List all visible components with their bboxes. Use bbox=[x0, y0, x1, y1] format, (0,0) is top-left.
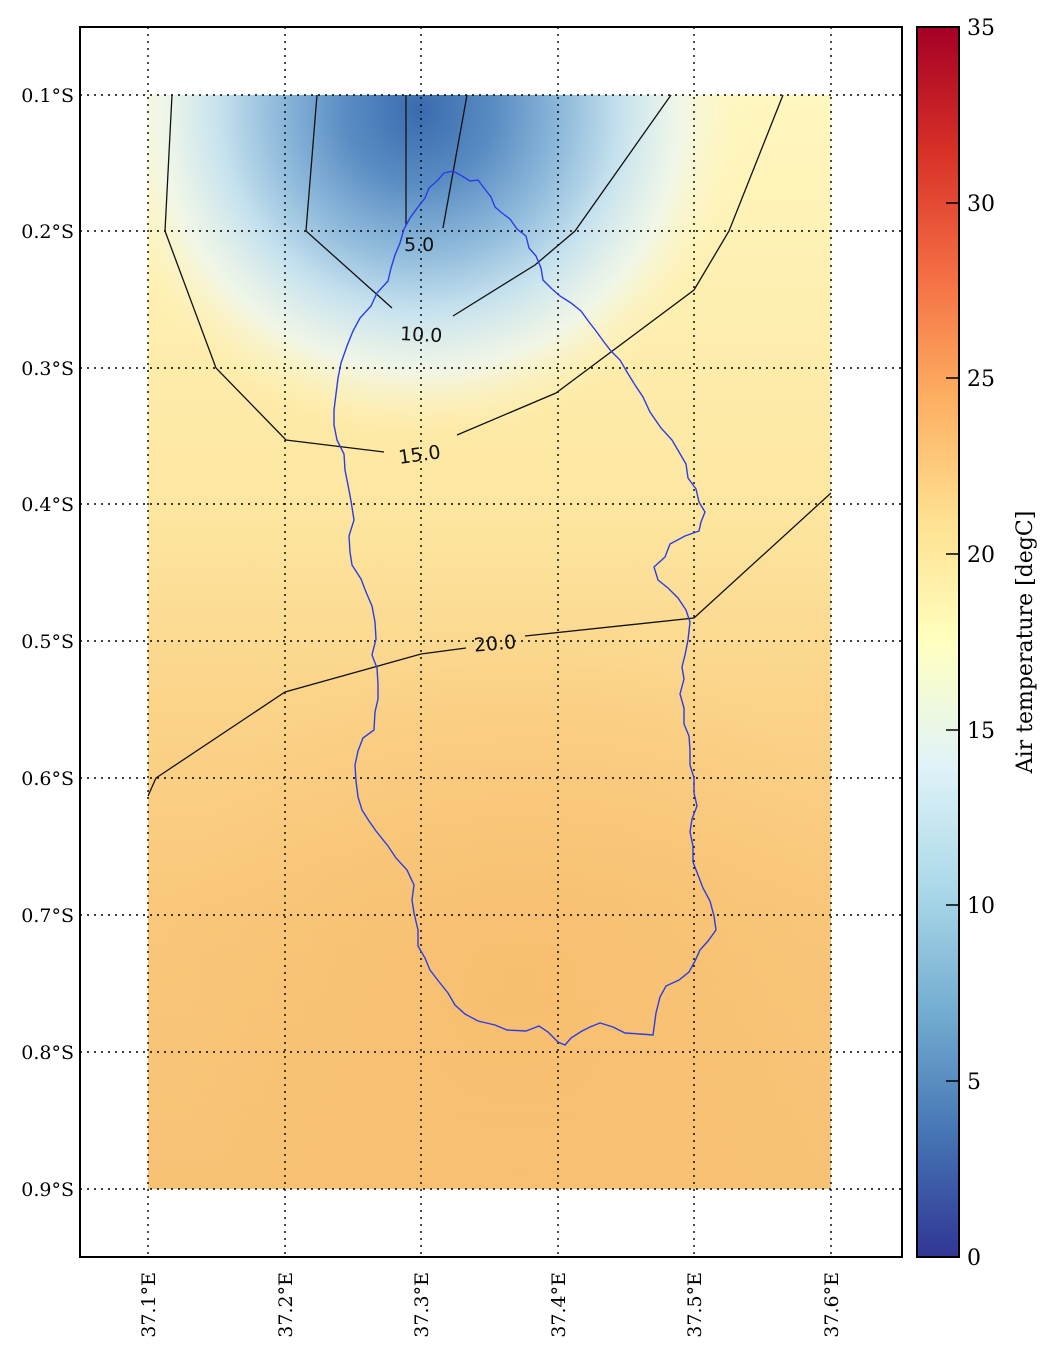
colorbar-title: Air temperature [degC] bbox=[1013, 511, 1038, 775]
contour-line-20a bbox=[147, 647, 467, 797]
colorbar-tick-label: 35 bbox=[967, 16, 995, 41]
lon-tick-label: 37.1°E bbox=[138, 1272, 160, 1338]
lat-tick-label: 0.7°S bbox=[21, 905, 74, 927]
contour-label-20: 20.0 bbox=[473, 631, 517, 657]
lat-tick-label: 0.9°S bbox=[21, 1179, 74, 1201]
colorbar-tick-label: 5 bbox=[967, 1070, 981, 1095]
lon-tick-label: 37.5°E bbox=[684, 1272, 706, 1338]
colorbar-tick-label: 25 bbox=[967, 367, 995, 392]
lat-tick-label: 0.5°S bbox=[21, 631, 74, 653]
lat-tick-label: 0.6°S bbox=[21, 768, 74, 790]
colorbar-tick-label: 10 bbox=[967, 894, 995, 919]
contour-line-15b bbox=[456, 94, 784, 436]
contour-line-10a bbox=[305, 94, 393, 309]
lon-tick-label: 37.4°E bbox=[548, 1272, 570, 1338]
colorbar-tick-label: 30 bbox=[967, 192, 995, 217]
colorbar-tick-label: 15 bbox=[967, 719, 995, 744]
contour-line-10b bbox=[452, 94, 672, 317]
lon-tick-label: 37.3°E bbox=[411, 1272, 433, 1338]
lat-tick-label: 0.4°S bbox=[21, 494, 74, 516]
longitude-tick-labels: 37.1°E 37.2°E 37.3°E 37.4°E 37.5°E 37.6°… bbox=[138, 1272, 843, 1338]
contour-lines bbox=[147, 94, 832, 797]
lat-tick-label: 0.3°S bbox=[21, 358, 74, 380]
longitude-gridlines bbox=[147, 27, 832, 1257]
basin-outline bbox=[333, 170, 717, 1046]
lon-tick-label: 37.6°E bbox=[821, 1272, 843, 1338]
lon-tick-label: 37.2°E bbox=[275, 1272, 297, 1338]
colorbar-ticks bbox=[946, 26, 959, 1258]
latitude-tick-labels: 0.1°S 0.2°S 0.3°S 0.4°S 0.5°S 0.6°S 0.7°… bbox=[21, 85, 74, 1201]
colorbar-tick-label: 20 bbox=[967, 543, 995, 568]
colorbar-gradient bbox=[916, 26, 960, 1258]
contour-labels: 5.0 10.0 15.0 20.0 bbox=[397, 234, 517, 657]
contour-line-15a bbox=[164, 94, 385, 453]
colorbar-tick-label: 0 bbox=[967, 1246, 981, 1271]
temperature-field bbox=[148, 95, 831, 1189]
contour-label-5: 5.0 bbox=[404, 234, 434, 256]
lat-tick-label: 0.2°S bbox=[21, 221, 74, 243]
lat-tick-label: 0.1°S bbox=[21, 85, 74, 107]
contour-label-10: 10.0 bbox=[399, 323, 442, 347]
contour-line-5b bbox=[442, 94, 468, 229]
colorbar: 0 5 10 15 20 25 30 35 Air temperature [d… bbox=[916, 16, 1038, 1271]
contour-line-20b bbox=[524, 492, 832, 637]
lat-tick-label: 0.8°S bbox=[21, 1042, 74, 1064]
